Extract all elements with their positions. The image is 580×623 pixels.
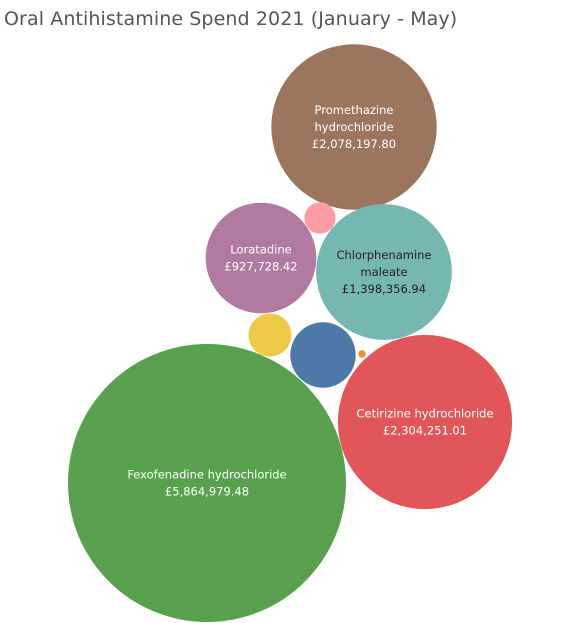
- bubble-fexofenadine-hydrochloride[interactable]: Fexofenadine hydrochloride £5,864,979.48: [68, 344, 346, 622]
- bubble-mark[interactable]: [337, 334, 513, 510]
- bubble-value-label: £2,304,251.01: [383, 424, 467, 438]
- bubble-promethazine-hydrochloride[interactable]: Promethazine hydrochloride £2,078,197.80: [271, 44, 437, 210]
- bubble-name-label: Fexofenadine hydrochloride: [127, 468, 286, 482]
- chart-title: Oral Antihistamine Spend 2021 (January -…: [4, 8, 458, 30]
- bubble-name-label: Promethazine: [315, 103, 394, 117]
- bubble-value-label: £927,728.42: [224, 260, 297, 274]
- bubble-value-label: £1,398,356.94: [342, 282, 426, 296]
- bubble-name-label: maleate: [360, 265, 407, 279]
- bubble-unlabeled-8[interactable]: [358, 350, 366, 358]
- bubble-mark[interactable]: [304, 202, 336, 234]
- bubble-name-label: hydrochloride: [314, 120, 393, 134]
- bubble-cetirizine-hydrochloride[interactable]: Cetirizine hydrochloride £2,304,251.01: [337, 334, 513, 510]
- bubble-name-label: Cetirizine hydrochloride: [356, 407, 493, 421]
- bubble-chlorphenamine-maleate[interactable]: Chlorphenamine maleate £1,398,356.94: [316, 204, 452, 340]
- bubble-mark[interactable]: [316, 204, 452, 340]
- bubble-mark[interactable]: [205, 202, 317, 314]
- bubble-mark[interactable]: [248, 313, 292, 357]
- bubble-unlabeled-5[interactable]: [290, 322, 356, 388]
- bubble-mark[interactable]: [358, 350, 366, 358]
- bubble-name-label: Chlorphenamine: [336, 248, 431, 262]
- bubble-mark[interactable]: [290, 322, 356, 388]
- bubble-mark[interactable]: [68, 344, 346, 622]
- bubble-mark[interactable]: [271, 44, 437, 210]
- bubble-value-label: £5,864,979.48: [165, 485, 249, 499]
- bubble-value-label: £2,078,197.80: [312, 137, 396, 151]
- bubble-unlabeled-6[interactable]: [248, 313, 292, 357]
- bubble-loratadine[interactable]: Loratadine £927,728.42: [205, 202, 317, 314]
- bubble-unlabeled-7[interactable]: [304, 202, 336, 234]
- bubble-name-label: Loratadine: [230, 243, 291, 257]
